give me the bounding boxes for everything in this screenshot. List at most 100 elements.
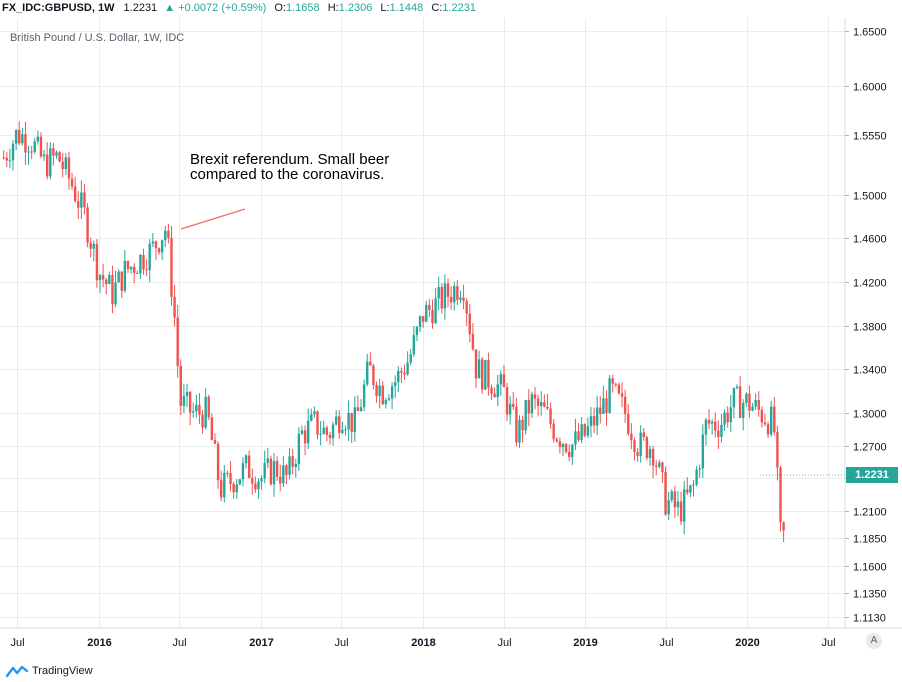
candle-body bbox=[686, 489, 689, 493]
candle-body bbox=[428, 304, 431, 310]
candle-body bbox=[70, 178, 74, 187]
candle-body bbox=[536, 398, 540, 406]
candle-body bbox=[95, 243, 99, 281]
time-axis[interactable]: Jul 2016 Jul 2017 Jul 2018 Jul 2019 Jul 2020 Jul bbox=[10, 637, 835, 649]
price-tick-label: 1.1130 bbox=[853, 613, 886, 625]
candle-body bbox=[279, 476, 282, 484]
candle-body bbox=[717, 430, 720, 437]
candle-body bbox=[167, 230, 170, 238]
time-tick-label: 2016 bbox=[87, 637, 111, 649]
candle-body bbox=[306, 420, 310, 444]
candle-body bbox=[667, 500, 670, 515]
candle-body bbox=[269, 458, 273, 485]
candle-body bbox=[552, 423, 555, 440]
time-tick-label: Jul bbox=[821, 637, 835, 649]
candle-body bbox=[682, 489, 686, 522]
high-value: 1.2306 bbox=[338, 2, 373, 14]
candle-body bbox=[418, 316, 422, 327]
time-tick-label: Jul bbox=[10, 637, 24, 649]
candle-body bbox=[549, 408, 552, 424]
candle-body bbox=[726, 412, 729, 423]
candle-body bbox=[372, 365, 375, 385]
candle-body bbox=[468, 313, 471, 335]
candle-body bbox=[568, 451, 571, 458]
candle-body bbox=[27, 151, 30, 153]
candle-body bbox=[179, 365, 182, 406]
candle-body bbox=[64, 157, 68, 170]
candle-body bbox=[303, 430, 307, 444]
tradingview-icon bbox=[6, 665, 28, 677]
candle-body bbox=[533, 394, 537, 399]
candle-body bbox=[185, 391, 189, 397]
candle-body bbox=[592, 416, 596, 426]
candle-body bbox=[512, 403, 515, 407]
candle-body bbox=[738, 386, 742, 418]
candle-body bbox=[415, 326, 419, 336]
candle-body bbox=[288, 456, 291, 475]
candle-body bbox=[216, 443, 220, 481]
price-tick-label: 1.5000 bbox=[853, 191, 887, 203]
price-tick-label: 1.1350 bbox=[853, 589, 887, 601]
candle-body bbox=[602, 398, 605, 414]
candle-body bbox=[300, 430, 304, 434]
candle-body bbox=[33, 141, 36, 152]
candle-body bbox=[745, 393, 748, 404]
candle-body bbox=[77, 201, 80, 208]
last-price: 1.2231 bbox=[123, 2, 158, 14]
candle-body bbox=[508, 403, 512, 415]
time-tick-label: 2018 bbox=[411, 637, 435, 649]
candle-body bbox=[704, 419, 708, 435]
tradingview-logo[interactable]: TradingView bbox=[6, 664, 93, 678]
price-tick-label: 1.5550 bbox=[853, 131, 887, 143]
candle-body bbox=[748, 393, 751, 411]
candle-body bbox=[160, 240, 164, 253]
candle-body bbox=[356, 407, 360, 411]
candle-body bbox=[334, 416, 338, 425]
candle-body bbox=[310, 414, 313, 421]
candle-body bbox=[170, 237, 173, 297]
candle-body bbox=[30, 151, 33, 153]
candle-body bbox=[645, 437, 649, 458]
candle-body bbox=[338, 416, 341, 433]
candle-body bbox=[229, 472, 232, 484]
candle-body bbox=[773, 406, 776, 433]
candle-body bbox=[655, 465, 658, 467]
candle-body bbox=[108, 274, 111, 285]
price-change: +0.0072 (+0.59%) bbox=[178, 2, 267, 14]
candle-body bbox=[2, 157, 5, 159]
candle-body bbox=[701, 434, 705, 469]
price-tick-label: 1.6000 bbox=[853, 82, 887, 94]
candle-body bbox=[763, 422, 767, 425]
candle-body bbox=[673, 491, 677, 508]
candle-body bbox=[369, 361, 372, 366]
candle-body bbox=[456, 286, 459, 300]
candle-body bbox=[80, 192, 83, 208]
candle-body bbox=[583, 424, 586, 436]
price-axis[interactable]: 1.6500 1.6000 1.5550 1.5000 1.4600 1.4200 1.38… bbox=[845, 27, 887, 625]
low-label: L: bbox=[380, 2, 390, 14]
chart-header: FX_IDC:GBPUSD, 1W 1.2231 ▲ +0.0072 (+0.5… bbox=[2, 0, 476, 16]
price-tick-label: 1.4200 bbox=[853, 278, 887, 290]
candle-body bbox=[353, 407, 357, 432]
candle-body bbox=[670, 491, 673, 501]
candle-body bbox=[425, 304, 428, 322]
candle-body bbox=[440, 286, 444, 309]
candle-body bbox=[521, 419, 524, 431]
candle-body bbox=[490, 387, 493, 394]
candle-body bbox=[294, 463, 297, 467]
candle-body bbox=[577, 431, 580, 440]
candle-body bbox=[238, 479, 242, 485]
candle-body bbox=[86, 207, 89, 243]
candle-body bbox=[664, 472, 667, 515]
candle-body bbox=[344, 429, 347, 431]
candle-body bbox=[14, 130, 18, 144]
price-tick-label: 1.3000 bbox=[853, 409, 887, 421]
candle-body bbox=[98, 275, 102, 281]
candle-body bbox=[198, 404, 201, 415]
candle-body bbox=[437, 286, 440, 299]
candle-body bbox=[689, 485, 692, 493]
auto-scale-button[interactable]: A bbox=[866, 633, 882, 649]
candle-body bbox=[403, 372, 406, 375]
candle-body bbox=[61, 161, 64, 170]
